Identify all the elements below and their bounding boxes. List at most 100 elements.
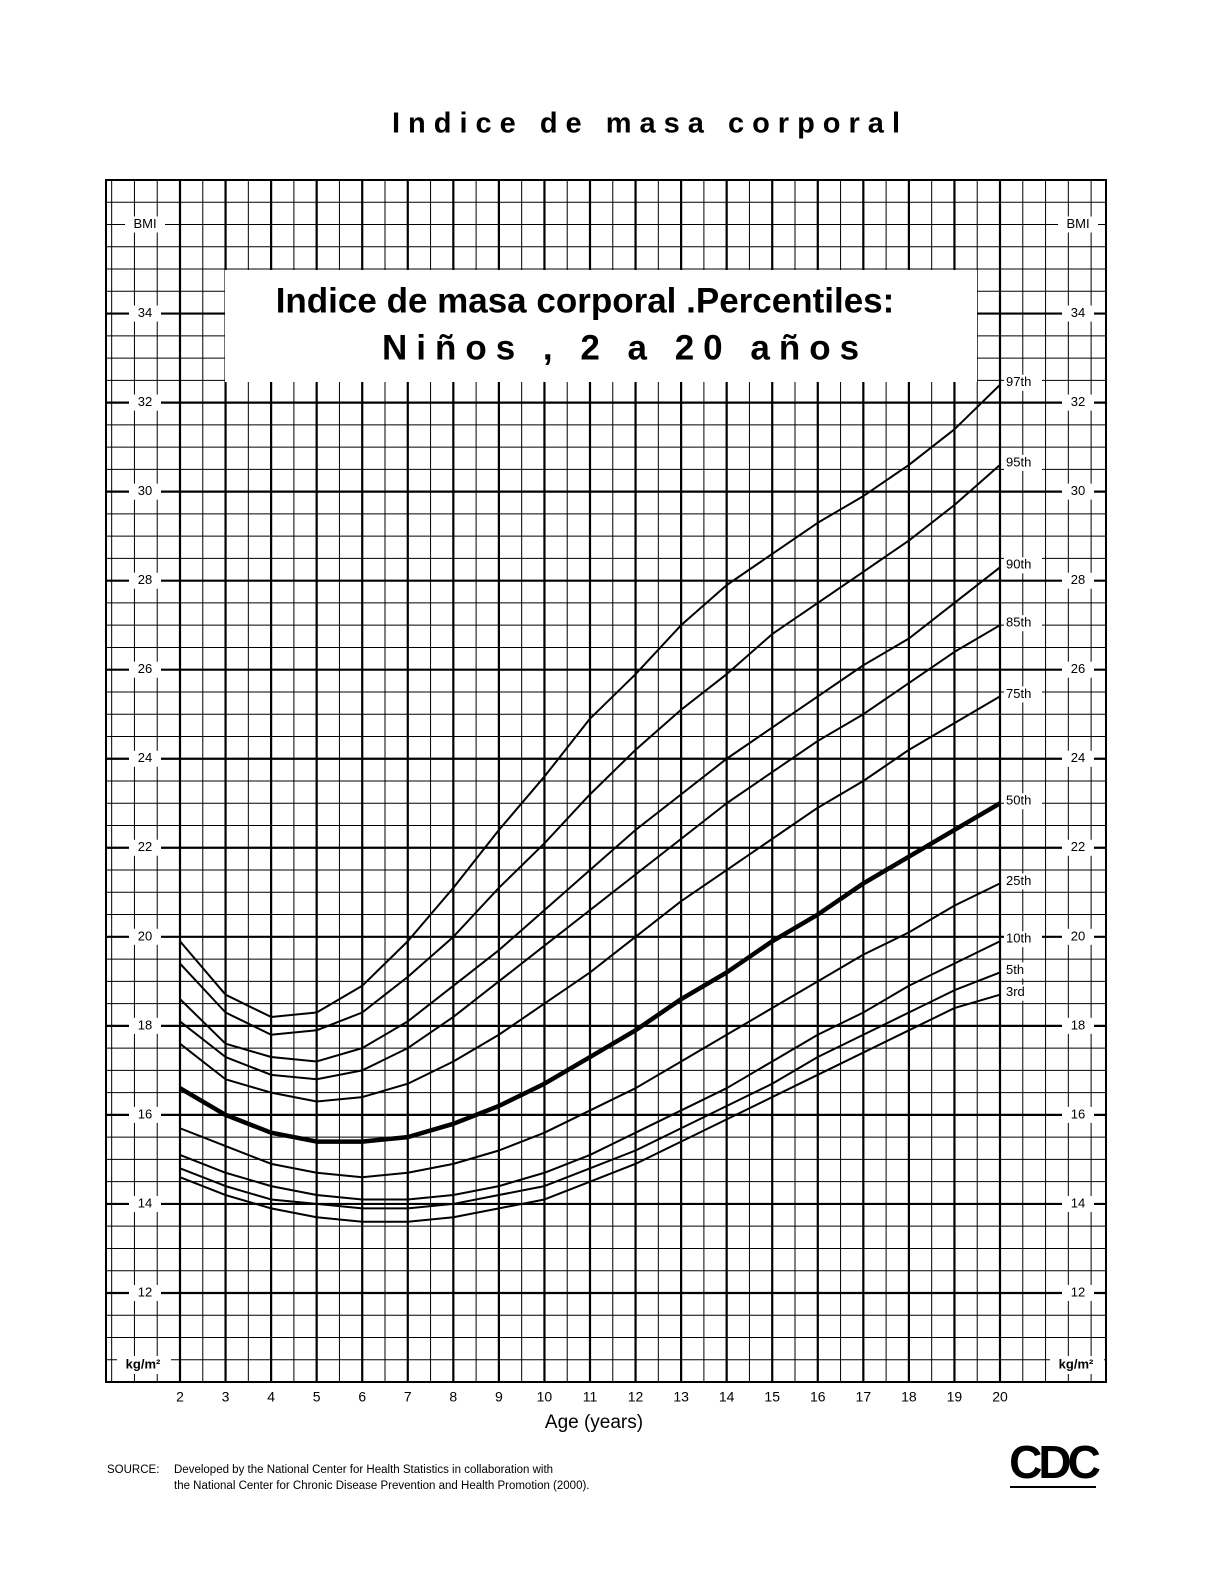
- y-tick-label: 34: [1071, 305, 1085, 320]
- legend-label: 10th: [1006, 931, 1031, 946]
- y-tick-label: 14: [138, 1195, 152, 1210]
- y-tick-label: 14: [1071, 1195, 1085, 1210]
- y-tick-label: 16: [1071, 1106, 1085, 1121]
- label-bg: [1062, 572, 1094, 589]
- percentile-line: [179, 624, 1001, 1081]
- legend-label: 75th: [1006, 686, 1031, 701]
- label-bg: [129, 394, 161, 411]
- y-tick-label: 16: [138, 1106, 152, 1121]
- label-bg: [1058, 216, 1098, 233]
- label-bg: [1050, 1356, 1104, 1374]
- label-bg: [129, 928, 161, 945]
- legend-label: 97th: [1006, 374, 1031, 389]
- label-bg: [129, 661, 161, 678]
- x-tick-label: 16: [810, 1389, 826, 1405]
- label-bg: [129, 483, 161, 500]
- y-axis-label: BMI: [1066, 216, 1089, 231]
- source-text: the National Center for Chronic Disease …: [174, 1480, 590, 1492]
- y-tick-label: 32: [1071, 394, 1085, 409]
- y-tick-label: 24: [1071, 750, 1085, 765]
- legend-label: 95th: [1006, 454, 1031, 469]
- source-text: Developed by the National Center for Hea…: [174, 1464, 553, 1476]
- label-bg: [117, 1356, 171, 1374]
- y-tick-label: 20: [138, 928, 152, 943]
- label-bg: [1062, 1195, 1094, 1212]
- percentile-line: [179, 940, 1001, 1201]
- x-tick-label: 5: [313, 1389, 321, 1405]
- subtitle: Niños , 2 a 20 años: [382, 328, 868, 367]
- label-bg: [1062, 928, 1094, 945]
- label-bg: [1062, 1284, 1094, 1301]
- label-bg: [1004, 931, 1042, 948]
- y-tick-label: 22: [1071, 839, 1085, 854]
- label-bg: [1062, 1017, 1094, 1034]
- x-tick-label: 12: [628, 1389, 644, 1405]
- legend-label: 50th: [1006, 793, 1031, 808]
- percentile-line: [178, 801, 1002, 1144]
- label-bg: [1062, 394, 1094, 411]
- legend-label: 25th: [1006, 873, 1031, 888]
- y-tick-label: 12: [138, 1284, 152, 1299]
- chart-title: Indice de masa corporal: [392, 108, 908, 140]
- label-bg: [1062, 483, 1094, 500]
- y-unit-label: kg/m²: [126, 1356, 161, 1371]
- y-tick-label: 18: [1071, 1017, 1085, 1032]
- label-bg: [129, 572, 161, 589]
- percentile-line: [179, 971, 1001, 1210]
- percentile-line: [179, 695, 1001, 1103]
- percentile-line: [179, 993, 1001, 1223]
- x-tick-label: 19: [947, 1389, 963, 1405]
- y-tick-label: 26: [1071, 661, 1085, 676]
- x-tick-label: 8: [449, 1389, 457, 1405]
- label-bg: [1062, 661, 1094, 678]
- x-tick-label: 4: [267, 1389, 275, 1405]
- x-tick-label: 9: [495, 1389, 503, 1405]
- y-tick-label: 28: [138, 572, 152, 587]
- legend-label: 85th: [1006, 615, 1031, 630]
- legend-label: 90th: [1006, 557, 1031, 572]
- x-tick-label: 2: [176, 1389, 184, 1405]
- x-tick-label: 10: [537, 1389, 553, 1405]
- x-tick-label: 14: [719, 1389, 735, 1405]
- label-bg: [1004, 374, 1042, 391]
- percentile-line: [179, 566, 1001, 1063]
- y-tick-label: 18: [138, 1017, 152, 1032]
- subtitle: Indice de masa corporal .Percentiles:: [276, 281, 895, 320]
- x-tick-label: 18: [901, 1389, 917, 1405]
- label-bg: [129, 839, 161, 856]
- y-tick-label: 26: [138, 661, 152, 676]
- y-tick-label: 28: [1071, 572, 1085, 587]
- y-unit-label: kg/m²: [1059, 1356, 1094, 1371]
- label-bg: [1004, 962, 1042, 979]
- x-tick-label: 6: [358, 1389, 366, 1405]
- label-bg: [129, 1195, 161, 1212]
- y-tick-label: 30: [1071, 483, 1085, 498]
- y-tick-label: 30: [138, 483, 152, 498]
- label-bg: [129, 1017, 161, 1034]
- y-tick-label: 32: [138, 394, 152, 409]
- y-tick-label: 12: [1071, 1284, 1085, 1299]
- x-tick-label: 11: [583, 1389, 598, 1405]
- label-bg: [1004, 615, 1042, 632]
- label-bg: [1062, 839, 1094, 856]
- y-axis-label: BMI: [133, 216, 156, 231]
- label-bg: [129, 1106, 161, 1123]
- x-tick-label: 20: [992, 1389, 1008, 1405]
- label-bg: [125, 216, 165, 233]
- percentile-line: [179, 464, 1001, 1036]
- y-tick-label: 24: [138, 750, 152, 765]
- label-bg: [1004, 984, 1042, 1001]
- x-tick-label: 7: [404, 1389, 412, 1405]
- label-bg: [129, 1284, 161, 1301]
- label-bg: [1062, 305, 1094, 322]
- label-bg: [129, 305, 161, 322]
- label-bg: [129, 750, 161, 767]
- x-tick-label: 17: [856, 1389, 872, 1405]
- x-tick-label: 15: [764, 1389, 780, 1405]
- y-tick-label: 20: [1071, 928, 1085, 943]
- label-bg: [1062, 750, 1094, 767]
- x-axis-label: Age (years): [545, 1412, 643, 1433]
- x-tick-label: 13: [673, 1389, 689, 1405]
- logo: CDC: [1009, 1436, 1099, 1488]
